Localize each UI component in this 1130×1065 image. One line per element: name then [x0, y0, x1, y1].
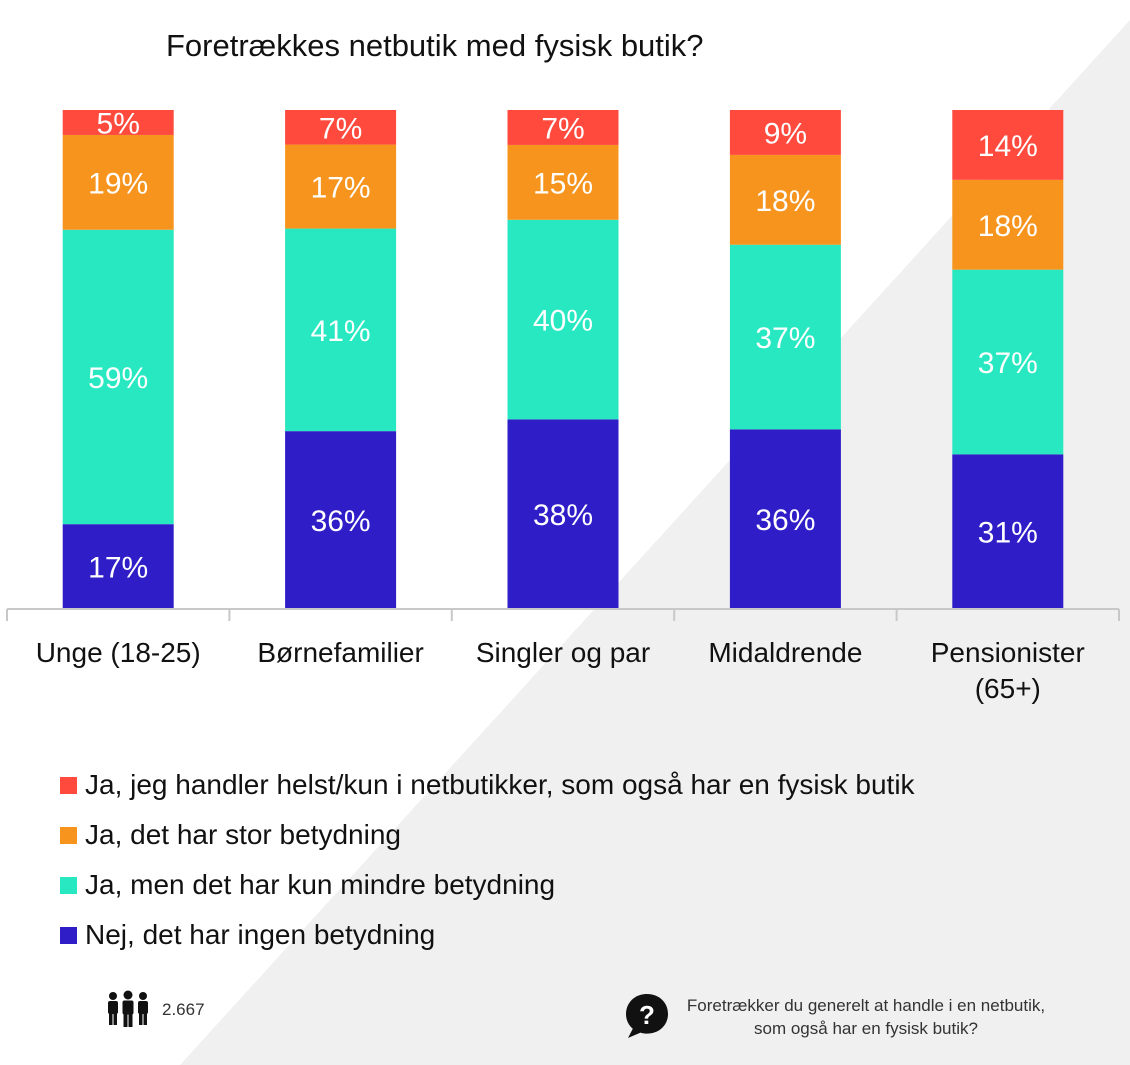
data-label: 15%: [533, 167, 593, 200]
data-label: 17%: [311, 172, 371, 205]
legend: Ja, jeg handler helst/kun i netbutikker,…: [60, 760, 915, 960]
bar-segment: [729, 244, 841, 430]
svg-text:?: ?: [639, 1000, 655, 1030]
bar-segment: [952, 179, 1064, 270]
bar-segment: [952, 110, 1064, 180]
bar-segment: [285, 431, 397, 609]
data-label: 9%: [764, 117, 807, 150]
data-label: 18%: [755, 185, 815, 218]
category-label: Pensionister (65+): [931, 637, 1085, 704]
category-label: Singler og par: [476, 637, 650, 668]
bar-segment: [285, 228, 397, 432]
data-label: 37%: [978, 347, 1038, 380]
bar-segment: [729, 110, 841, 155]
legend-item: Ja, jeg handler helst/kun i netbutikker,…: [60, 760, 915, 810]
data-label: 18%: [978, 210, 1038, 243]
bar-segment: [285, 144, 397, 229]
stacked-bar-chart: 17% 59% 19% 5% Unge (18-25) 36% 41% 17% 7% Børnef…: [6, 107, 1120, 704]
people-icon: [108, 990, 148, 1027]
legend-swatch: [60, 776, 77, 794]
bar-segment: [507, 419, 619, 609]
bar-segment: [62, 229, 174, 525]
data-label: 41%: [311, 315, 371, 348]
data-label: 40%: [533, 305, 593, 338]
data-label: 7%: [541, 112, 584, 145]
chart-title: Foretrækkes netbutik med fysisk butik?: [166, 28, 704, 63]
bar-segment: [729, 154, 841, 245]
legend-swatch: [60, 826, 77, 844]
question-info: ? Foretrækker du generelt at handle i en…: [624, 992, 1046, 1040]
legend-label: Ja, men det har kun mindre betydning: [85, 869, 556, 900]
data-label: 17%: [88, 552, 148, 585]
legend-swatch: [60, 926, 77, 944]
legend-label: Ja, det har stor betydning: [85, 819, 401, 850]
data-label: 31%: [978, 517, 1038, 550]
data-label: 36%: [755, 504, 815, 537]
question-text: Foretrækker du generelt at handle i en n…: [686, 996, 1046, 1038]
data-label: 19%: [88, 167, 148, 200]
data-label: 7%: [319, 112, 362, 145]
bar-segment: [952, 269, 1064, 455]
bar-segment: [729, 429, 841, 609]
bar-segment: [62, 524, 174, 609]
category-label: Unge (18-25): [36, 637, 201, 668]
data-label: 36%: [311, 505, 371, 538]
data-label: 37%: [755, 322, 815, 355]
bar-segment: [507, 219, 619, 420]
bar-segment: [507, 110, 619, 145]
question-bubble-icon: ?: [626, 994, 668, 1038]
legend-label: Nej, det har ingen betydning: [85, 919, 436, 950]
category-label: Børnefamilier: [257, 637, 423, 668]
data-label: 14%: [978, 130, 1038, 163]
data-label: 59%: [88, 362, 148, 395]
legend-label: Ja, jeg handler helst/kun i netbutikker,…: [85, 769, 915, 800]
legend-item: Ja, det har stor betydning: [60, 810, 915, 860]
bar-segment: [62, 134, 174, 230]
bar-segment: [507, 144, 619, 220]
respondents-count: 2.667: [162, 1000, 205, 1019]
category-label: Midaldrende: [708, 637, 862, 668]
bar-segment: [62, 110, 174, 135]
legend-item: Nej, det har ingen betydning: [60, 910, 915, 960]
legend-item: Ja, men det har kun mindre betydning: [60, 860, 915, 910]
data-label: 38%: [533, 499, 593, 532]
data-label: 5%: [97, 107, 140, 140]
legend-swatch: [60, 876, 77, 894]
bar-segment: [285, 110, 397, 145]
bar-segment: [952, 454, 1064, 609]
respondents-info: 2.667: [106, 990, 205, 1030]
